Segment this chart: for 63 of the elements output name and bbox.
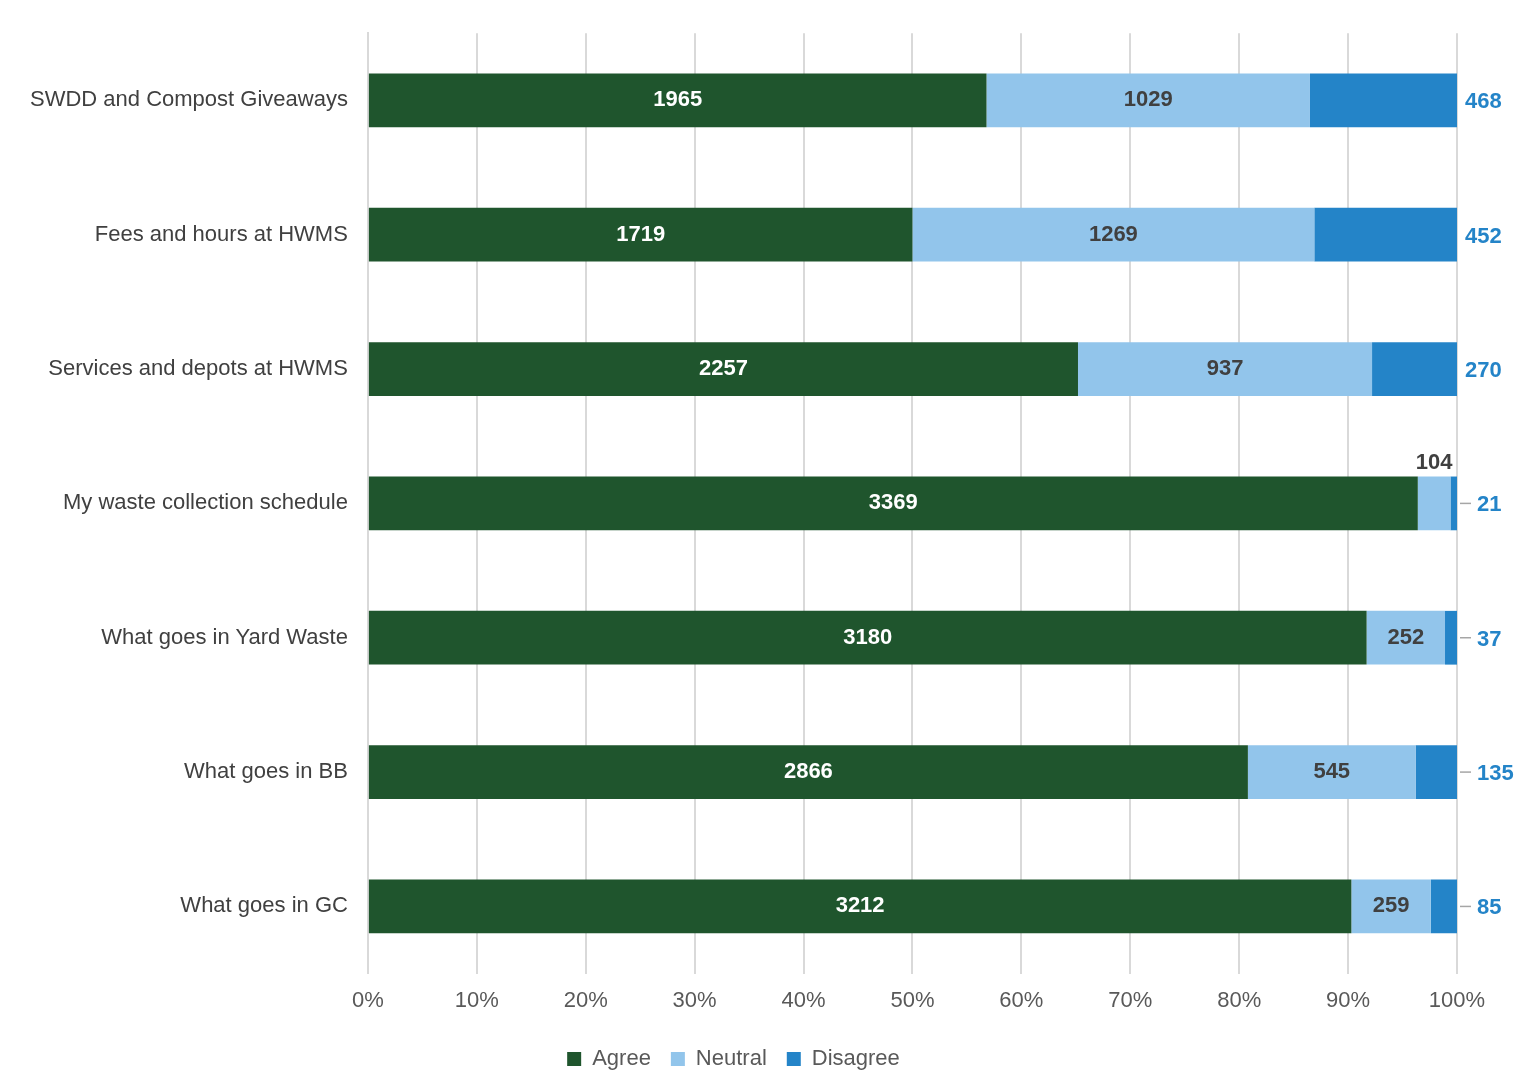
bar xyxy=(1366,610,1446,665)
annotation: 1029 xyxy=(1123,86,1173,112)
x-tick-label: 80% xyxy=(1217,986,1262,1012)
x-tick-label: 50% xyxy=(890,986,935,1012)
y-tick-label: My waste collection schedule xyxy=(62,489,348,515)
annotation: 252 xyxy=(1387,623,1425,649)
y-tick-label: Services and depots at HWMS xyxy=(48,355,348,381)
annotation: 3180 xyxy=(843,623,893,649)
x-tick-label: 100% xyxy=(1428,986,1486,1012)
y-tick-label: SWDD and Compost Giveaways xyxy=(29,86,348,112)
text: 270 xyxy=(1465,357,1502,383)
annotation: 3369 xyxy=(868,489,918,515)
x-tick-label: 20% xyxy=(563,986,608,1012)
y-tick-label: What goes in GC xyxy=(180,892,348,918)
bar xyxy=(1247,745,1416,799)
bar xyxy=(986,73,1310,128)
legend-label: Disagree xyxy=(811,1045,900,1071)
bar xyxy=(1417,476,1451,531)
legend-label: Agree xyxy=(592,1045,651,1071)
bar xyxy=(368,207,913,262)
bar xyxy=(1450,476,1457,531)
x-tick-label: 70% xyxy=(1108,986,1153,1012)
annotation: 545 xyxy=(1313,758,1351,784)
bar xyxy=(1077,342,1373,396)
x-tick-label: 30% xyxy=(672,986,717,1012)
annotation: 937 xyxy=(1206,355,1244,381)
annotation: 1719 xyxy=(616,220,666,246)
bar xyxy=(1351,879,1431,934)
annotation: 2257 xyxy=(698,355,748,381)
text: 135 xyxy=(1477,760,1514,786)
text: 452 xyxy=(1465,222,1502,248)
bar xyxy=(368,476,1418,531)
y-tick-label: Fees and hours at HWMS xyxy=(94,220,348,246)
bar xyxy=(368,610,1367,665)
x-tick-label: 0% xyxy=(351,986,384,1012)
bar xyxy=(1445,610,1457,665)
bar xyxy=(912,207,1315,262)
annotation: 3212 xyxy=(835,892,885,918)
bar xyxy=(1415,745,1457,799)
annotation: 104 xyxy=(1415,448,1454,474)
text: 21 xyxy=(1477,491,1502,517)
text: 468 xyxy=(1465,88,1502,114)
bar xyxy=(1309,73,1457,128)
annotation: 259 xyxy=(1372,892,1410,918)
bar xyxy=(368,745,1248,799)
x-tick-label: 90% xyxy=(1326,986,1371,1012)
x-tick-label: 10% xyxy=(454,986,499,1012)
y-tick-label: What goes in BB xyxy=(184,758,348,784)
bar xyxy=(1314,207,1457,262)
bar xyxy=(1430,879,1457,934)
y-tick-label: What goes in Yard Waste xyxy=(101,623,348,649)
x-tick-label: 60% xyxy=(999,986,1044,1012)
annotation: 1965 xyxy=(653,86,703,112)
bar xyxy=(368,342,1078,396)
bar xyxy=(1372,342,1457,396)
bar xyxy=(368,73,987,128)
annotation: 1269 xyxy=(1088,220,1138,246)
bar xyxy=(368,879,1352,934)
x-tick-label: 40% xyxy=(781,986,826,1012)
legend-label: Neutral xyxy=(695,1045,767,1071)
text: 85 xyxy=(1477,894,1502,920)
text: 37 xyxy=(1477,625,1502,651)
annotation: 2866 xyxy=(783,758,833,784)
